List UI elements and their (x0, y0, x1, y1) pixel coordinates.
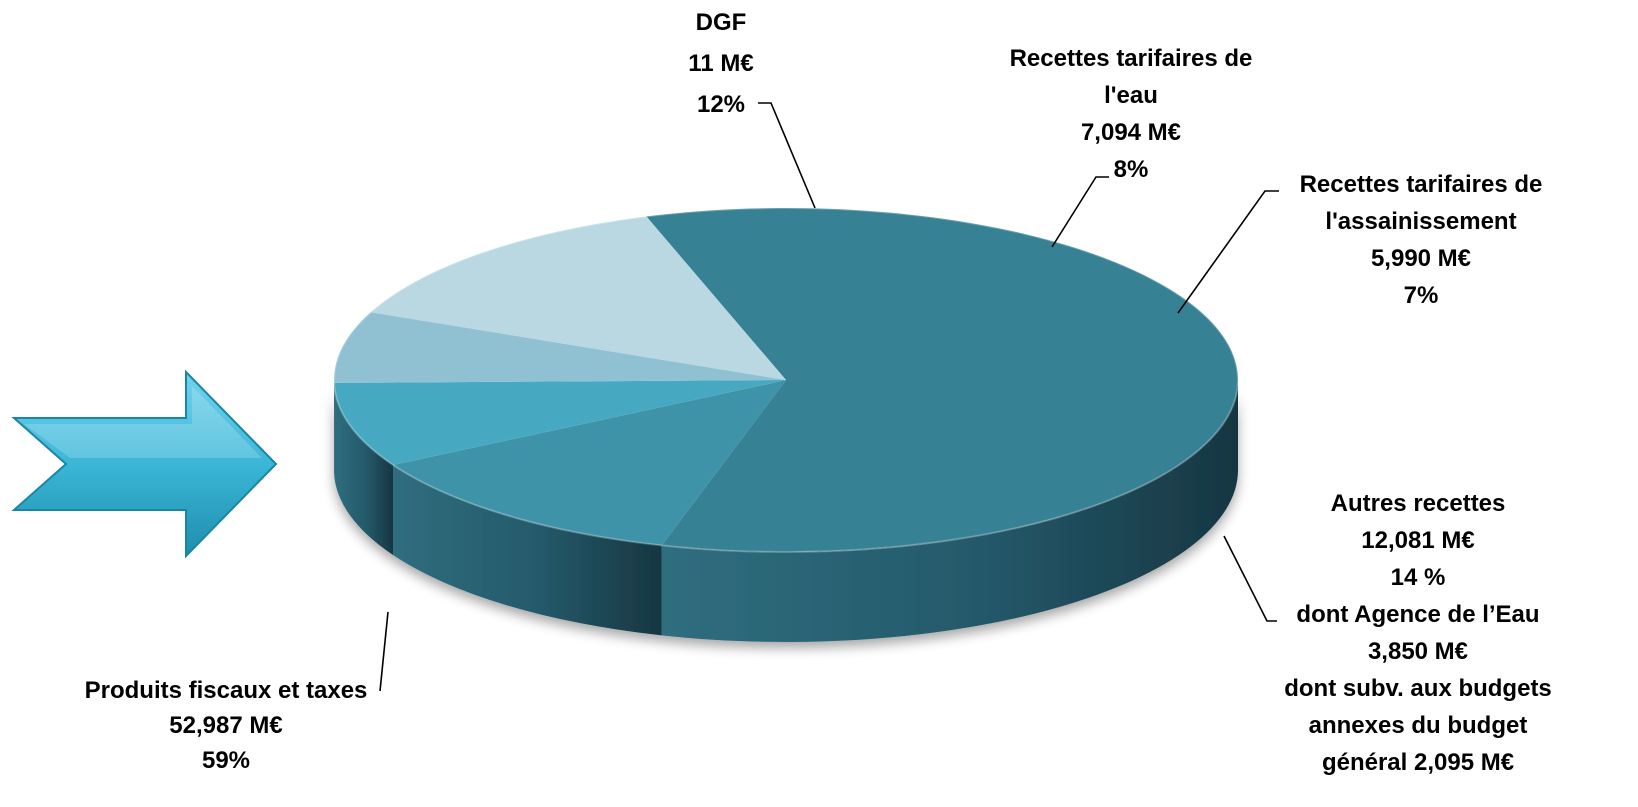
slice-label-line: 12% (697, 91, 745, 118)
right-arrow-icon (11, 369, 278, 559)
leader-line-autres-recettes (1223, 535, 1277, 622)
slice-label-line: 7% (1404, 282, 1439, 309)
pie-slice-recettes-tarifaires-de-l-assainissement (334, 312, 786, 383)
slice-label-produits-fiscaux-et-taxes: Produits fiscaux et taxes 52,987 M€ 59% (85, 677, 368, 774)
slice-label-line: 11 M€ (688, 50, 753, 77)
slice-label-line: 59% (202, 747, 250, 774)
slice-label-line: dont subv. aux budgets (1284, 675, 1552, 702)
slice-label-line: 3,850 M€ (1368, 638, 1468, 665)
pie-side-dgf (393, 465, 662, 636)
slice-label-line: Autres recettes (1331, 490, 1506, 517)
pie-slice-dgf (393, 380, 786, 546)
slice-label-line: l'assainissement (1325, 208, 1516, 235)
slice-label-line: 5,990 M€ (1371, 245, 1471, 272)
slice-label-line: 52,987 M€ (169, 712, 282, 739)
pie-slice-autres-recettes (370, 216, 786, 380)
leader-line-recettes-tarifaires-de-l-assainissement (1177, 190, 1279, 314)
pie-slice-recettes-tarifaires-de-l-eau (334, 380, 786, 466)
pie-side-walls (334, 380, 1238, 642)
leader-line-recettes-tarifaires-de-l-eau (1051, 176, 1109, 248)
pie-slices (333, 207, 1239, 553)
slice-label-line: Recettes tarifaires de (1010, 45, 1253, 72)
pie-side-produits-fiscaux-et-taxes (661, 380, 1238, 642)
slice-label-autres-recettes: Autres recettes 12,081 M€ 14 % dont Agence … (1284, 490, 1552, 776)
slice-label-recettes-tarifaires-de-l-assainissement: Recettes tarifaires de l'assainissement 5,… (1300, 171, 1543, 309)
slice-label-line: dont Agence de l’Eau (1296, 601, 1539, 628)
pie-leader-lines (379, 102, 1279, 692)
slice-label-line: DGF (696, 9, 747, 36)
slice-label-line: Produits fiscaux et taxes (85, 677, 368, 704)
pie-labels: Produits fiscaux et taxes 52,987 M€ 59% DGF… (85, 9, 1552, 776)
slice-label-line: l'eau (1104, 82, 1158, 109)
slice-label-recettes-tarifaires-de-l-eau: Recettes tarifaires de l'eau 7,094 M€ 8% (1010, 45, 1253, 183)
pie-rim-highlight (333, 207, 1239, 553)
slice-label-dgf: DGF 11 M€ 12% (688, 9, 753, 118)
slice-label-line: 12,081 M€ (1361, 527, 1474, 554)
slice-label-line: Recettes tarifaires de (1300, 171, 1543, 198)
slice-label-line: annexes du budget (1309, 712, 1528, 739)
slice-label-line: 8% (1114, 156, 1149, 183)
leader-line-produits-fiscaux-et-taxes (379, 611, 389, 692)
slice-label-line: 7,094 M€ (1081, 119, 1181, 146)
pie-slice-produits-fiscaux-et-taxes (646, 208, 1238, 553)
leader-line-dgf (758, 102, 816, 209)
slice-label-line: 14 % (1391, 564, 1446, 591)
pie-side-recettes-tarifaires-de-l-eau (334, 382, 394, 556)
slice-label-line: général 2,095 M€ (1322, 749, 1514, 776)
